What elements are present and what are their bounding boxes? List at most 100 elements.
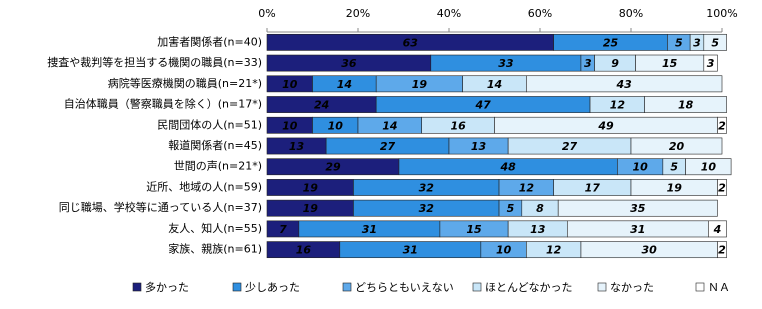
data-label: 49: [597, 119, 614, 132]
legend-label: どちらともいえない: [355, 281, 454, 294]
bar-segment: [685, 158, 732, 176]
category-label: 加害者関係者(n=40): [157, 34, 262, 48]
data-label: 27: [380, 140, 396, 153]
data-label: 15: [662, 57, 678, 70]
legend-label: 少しあった: [245, 281, 300, 294]
data-label: 13: [471, 140, 487, 153]
data-label: 13: [530, 223, 546, 236]
legend-swatch: [232, 282, 242, 292]
data-label: 15: [466, 223, 482, 236]
legend-swatch: [342, 282, 352, 292]
data-label: 12: [519, 181, 535, 194]
data-label: 33: [498, 57, 514, 70]
data-label: 19: [303, 181, 319, 194]
data-label: 47: [474, 99, 491, 112]
data-label: 4: [713, 223, 722, 236]
data-label: 31: [403, 244, 418, 257]
x-tick-label: 0%: [258, 7, 275, 20]
data-label: 32: [419, 181, 435, 194]
legend-label: 多かった: [145, 280, 189, 294]
data-label: 10: [282, 78, 298, 91]
data-label: 63: [403, 36, 419, 49]
legend-label: なかった: [610, 281, 654, 294]
data-label: 30: [642, 244, 658, 257]
data-label: 10: [328, 119, 344, 132]
bar-segment: [557, 199, 718, 217]
legend-label: ＮＡ: [708, 281, 730, 294]
data-label: 16: [450, 119, 466, 132]
bar-segment: [717, 179, 727, 196]
data-label: 14: [487, 78, 502, 91]
data-label: 19: [667, 181, 683, 194]
data-label: 31: [362, 223, 377, 236]
data-label: 27: [562, 140, 578, 153]
category-label: 家族、親族(n=61): [168, 242, 262, 256]
legend-swatch: [132, 282, 142, 292]
category-label: 同じ職場、学校等に通っている人(n=37): [59, 200, 262, 214]
data-label: 2: [718, 119, 726, 132]
legend-swatch: [597, 282, 607, 292]
data-label: 9: [611, 57, 619, 70]
data-label: 3: [584, 57, 592, 70]
data-label: 10: [632, 161, 648, 174]
bar-segment: [717, 241, 727, 259]
data-label: 25: [603, 36, 619, 49]
legend-swatch: [472, 282, 482, 292]
data-label: 20: [669, 140, 685, 153]
legend-swatch: [695, 282, 705, 292]
data-label: 31: [630, 223, 645, 236]
data-label: 29: [325, 161, 341, 174]
data-label: 43: [616, 78, 633, 91]
data-label: 19: [303, 202, 319, 215]
category-label: 報道関係者(n=45): [168, 138, 262, 152]
x-tick-label: 40%: [437, 7, 461, 20]
data-label: 10: [496, 244, 512, 257]
data-label: 5: [507, 202, 515, 215]
x-tick-label: 80%: [619, 7, 643, 20]
data-label: 5: [711, 36, 719, 49]
data-label: 10: [282, 119, 298, 132]
bar-segment: [630, 137, 723, 155]
data-label: 5: [670, 161, 678, 174]
bar-segment: [703, 33, 727, 51]
data-label: 13: [289, 140, 305, 153]
x-tick-label: 20%: [346, 7, 370, 20]
category-label: 病院等医療機関の職員(n=21*): [108, 76, 262, 90]
category-label: 自治体職員（警察職員を除く）(n=17*): [64, 97, 262, 111]
data-label: 2: [718, 181, 726, 194]
data-label: 5: [675, 36, 683, 49]
data-label: 3: [693, 36, 701, 49]
data-label: 16: [296, 244, 312, 257]
category-label: 友人、知人(n=55): [168, 221, 262, 235]
data-label: 14: [337, 78, 352, 91]
data-label: 17: [585, 181, 601, 194]
data-label: 12: [546, 244, 562, 257]
x-tick-label: 60%: [528, 7, 552, 20]
data-label: 12: [610, 99, 626, 112]
data-label: 14: [382, 119, 397, 132]
data-label: 36: [341, 57, 357, 70]
data-label: 24: [314, 99, 329, 112]
data-label: 10: [701, 161, 717, 174]
data-label: 48: [499, 161, 516, 174]
data-label: 19: [412, 78, 428, 91]
bar-segment: [708, 220, 727, 238]
category-label: 近所、地域の人(n=59): [146, 180, 262, 193]
bar-segment: [644, 96, 727, 113]
data-label: 2: [718, 244, 726, 257]
category-label: 世間の声(n=21*): [174, 159, 262, 173]
data-label: 32: [419, 202, 435, 215]
data-label: 35: [630, 202, 646, 215]
bar-segment: [703, 54, 718, 72]
category-label: 捜査や裁判等を担当する機関の職員(n=33): [47, 55, 262, 69]
x-tick-label: 100%: [706, 7, 737, 20]
bar-segment: [717, 116, 727, 134]
data-label: 18: [678, 99, 694, 112]
category-label: 民間団体の人(n=51): [157, 117, 262, 131]
data-label: 3: [707, 57, 715, 70]
data-label: 8: [536, 202, 544, 215]
data-label: 7: [279, 223, 287, 236]
bar-segment: [526, 75, 723, 93]
legend-label: ほとんどなかった: [485, 281, 572, 294]
